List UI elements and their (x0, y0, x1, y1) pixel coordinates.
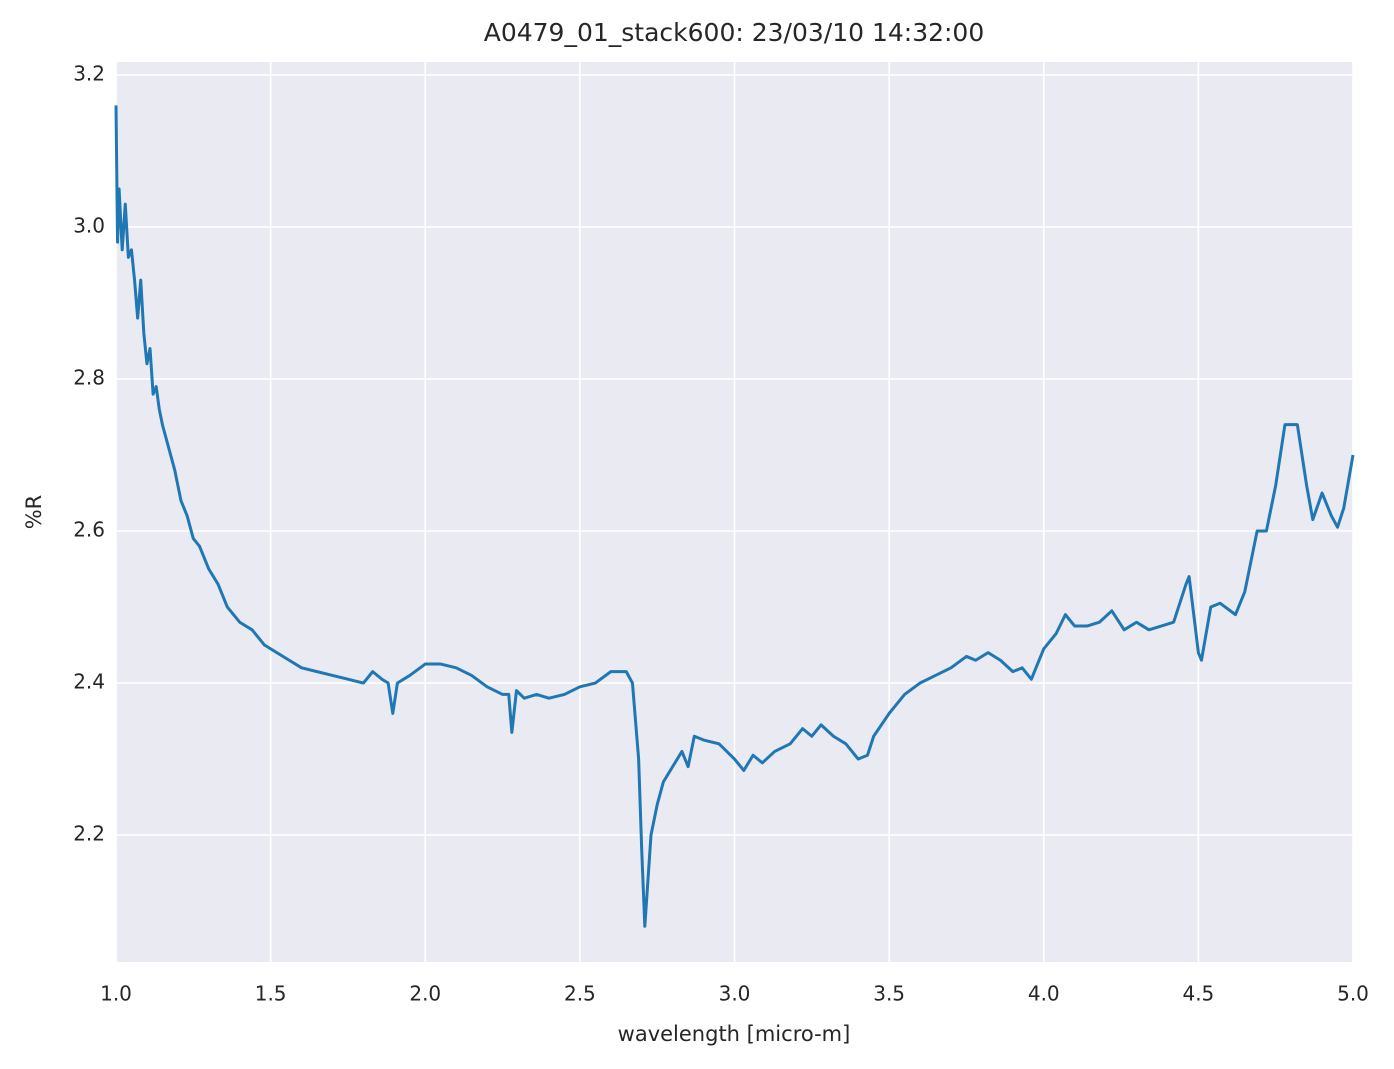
x-tick-label: 4.5 (1182, 982, 1214, 1006)
x-axis-label: wavelength [micro-m] (618, 1022, 851, 1046)
y-tick-label: 3.2 (73, 61, 105, 85)
x-tick-label: 1.5 (255, 982, 287, 1006)
x-tick-label: 1.0 (100, 982, 132, 1006)
y-tick-label: 3.0 (73, 213, 105, 237)
x-tick-label: 3.5 (873, 982, 905, 1006)
y-tick-label: 2.2 (73, 822, 105, 846)
y-tick-label: 2.4 (73, 670, 105, 694)
y-tick-label: 2.6 (73, 518, 105, 542)
x-tick-label: 2.0 (409, 982, 441, 1006)
y-axis-label: %R (22, 495, 46, 530)
spectrum-line (114, 105, 1355, 928)
x-tick-label: 2.5 (564, 982, 596, 1006)
y-tick-label: 2.8 (73, 365, 105, 389)
chart-title: A0479_01_stack600: 23/03/10 14:32:00 (484, 18, 985, 47)
x-tick-label: 5.0 (1337, 982, 1369, 1006)
x-tick-label: 3.0 (719, 982, 751, 1006)
x-tick-label: 4.0 (1028, 982, 1060, 1006)
